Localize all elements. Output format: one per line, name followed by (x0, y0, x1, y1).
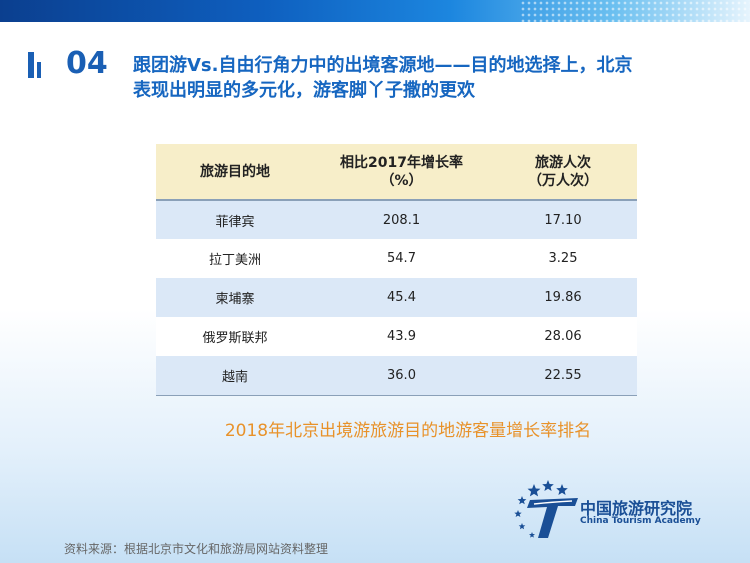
cell-destination: 柬埔寨 (156, 278, 314, 317)
cell-destination: 拉丁美洲 (156, 239, 314, 278)
cell-destination: 俄罗斯联邦 (156, 317, 314, 356)
table-row: 拉丁美洲 54.7 3.25 (156, 239, 637, 278)
cell-visits: 3.25 (489, 239, 637, 278)
cell-growth: 45.4 (314, 278, 489, 317)
destination-growth-table: 旅游目的地 相比2017年增长率 （%） 旅游人次 （万人次） 菲律宾 208.… (156, 144, 637, 396)
banner-dot-pattern (520, 0, 750, 22)
cell-growth: 43.9 (314, 317, 489, 356)
section-number: 04 (66, 46, 108, 81)
cell-destination: 菲律宾 (156, 200, 314, 239)
header-growth-line-2: （%） (380, 172, 423, 189)
header-visits: 旅游人次 （万人次） (489, 144, 637, 201)
header-destination: 旅游目的地 (156, 144, 314, 201)
logo-name-en: China Tourism Academy (580, 516, 701, 526)
cell-visits: 19.86 (489, 278, 637, 317)
table-row: 菲律宾 208.1 17.10 (156, 200, 637, 239)
header-visits-line-1: 旅游人次 (535, 154, 591, 171)
header-growth: 相比2017年增长率 （%） (314, 144, 489, 201)
section-marker-icon (28, 52, 48, 78)
table-row: 柬埔寨 45.4 19.86 (156, 278, 637, 317)
cell-growth: 54.7 (314, 239, 489, 278)
page-title-line-1: 跟团游Vs.自由行角力中的出境客源地——目的地选择上，北京 (133, 55, 633, 76)
table-header-row: 旅游目的地 相比2017年增长率 （%） 旅游人次 （万人次） (156, 144, 637, 201)
top-banner (0, 0, 750, 22)
page-title: 跟团游Vs.自由行角力中的出境客源地——目的地选择上，北京 表现出明显的多元化，… (133, 53, 733, 103)
table-row: 越南 36.0 22.55 (156, 356, 637, 396)
logo-name-cn: 中国旅游研究院 (580, 499, 693, 518)
cell-growth: 36.0 (314, 356, 489, 396)
table-row: 俄罗斯联邦 43.9 28.06 (156, 317, 637, 356)
cell-visits: 28.06 (489, 317, 637, 356)
cell-growth: 208.1 (314, 200, 489, 239)
source-note: 资料来源：根据北京市文化和旅游局网站资料整理 (64, 542, 329, 556)
header-growth-line-1: 相比2017年增长率 (340, 154, 463, 171)
header-visits-line-2: （万人次） (528, 172, 598, 189)
table-caption: 2018年北京出境游旅游目的地游客量增长率排名 (224, 421, 592, 441)
page-title-line-2: 表现出明显的多元化，游客脚丫子撒的更欢 (133, 80, 475, 101)
cell-visits: 22.55 (489, 356, 637, 396)
cell-destination: 越南 (156, 356, 314, 396)
china-tourism-academy-logo-icon (514, 480, 578, 538)
cell-visits: 17.10 (489, 200, 637, 239)
